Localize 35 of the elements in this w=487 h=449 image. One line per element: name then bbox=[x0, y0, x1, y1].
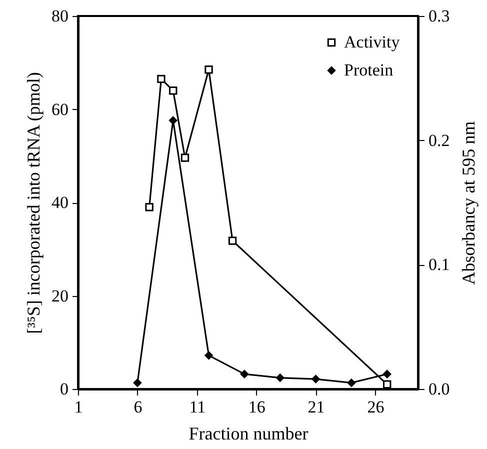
point bbox=[133, 378, 142, 387]
point bbox=[312, 374, 320, 384]
x-tick-label: 26 bbox=[367, 398, 384, 416]
y-tick-label: 20 bbox=[52, 286, 68, 306]
point bbox=[382, 380, 392, 388]
y-axis-title: [³⁵S] incorporated into tRNA (pmol) bbox=[24, 72, 44, 334]
y-tick-label: 80 bbox=[52, 6, 68, 26]
point bbox=[240, 370, 249, 378]
y-tick-label: 0 bbox=[60, 380, 68, 398]
y2-axis-title: Absorbancy at 595 nm bbox=[458, 121, 478, 285]
x-tick-label: 11 bbox=[189, 398, 206, 416]
x-tick-label: 6 bbox=[134, 398, 142, 416]
point bbox=[169, 116, 178, 125]
point bbox=[382, 370, 392, 378]
y-tick-label: 60 bbox=[52, 100, 68, 119]
x-tick-label: 1 bbox=[74, 398, 83, 416]
legend-label: Activity bbox=[344, 32, 400, 52]
point bbox=[204, 351, 213, 360]
point bbox=[228, 236, 237, 245]
y-tick-label: 40 bbox=[52, 193, 68, 212]
x-axis-title: Fraction number bbox=[188, 424, 308, 444]
point bbox=[157, 74, 166, 84]
point bbox=[145, 203, 154, 212]
legend-label: Protein bbox=[344, 60, 394, 80]
point bbox=[169, 86, 178, 95]
y2-tick-label: 0.0 bbox=[428, 380, 450, 398]
x-tick-label: 21 bbox=[308, 398, 325, 416]
y2-tick-label: 0.3 bbox=[428, 6, 450, 26]
y2-tick-label: 0.1 bbox=[428, 255, 450, 274]
point bbox=[347, 378, 356, 387]
x-tick-label: 16 bbox=[248, 398, 266, 416]
y2-tick-label: 0.2 bbox=[428, 130, 450, 150]
point bbox=[204, 66, 213, 74]
point bbox=[180, 154, 190, 162]
point bbox=[276, 374, 284, 382]
